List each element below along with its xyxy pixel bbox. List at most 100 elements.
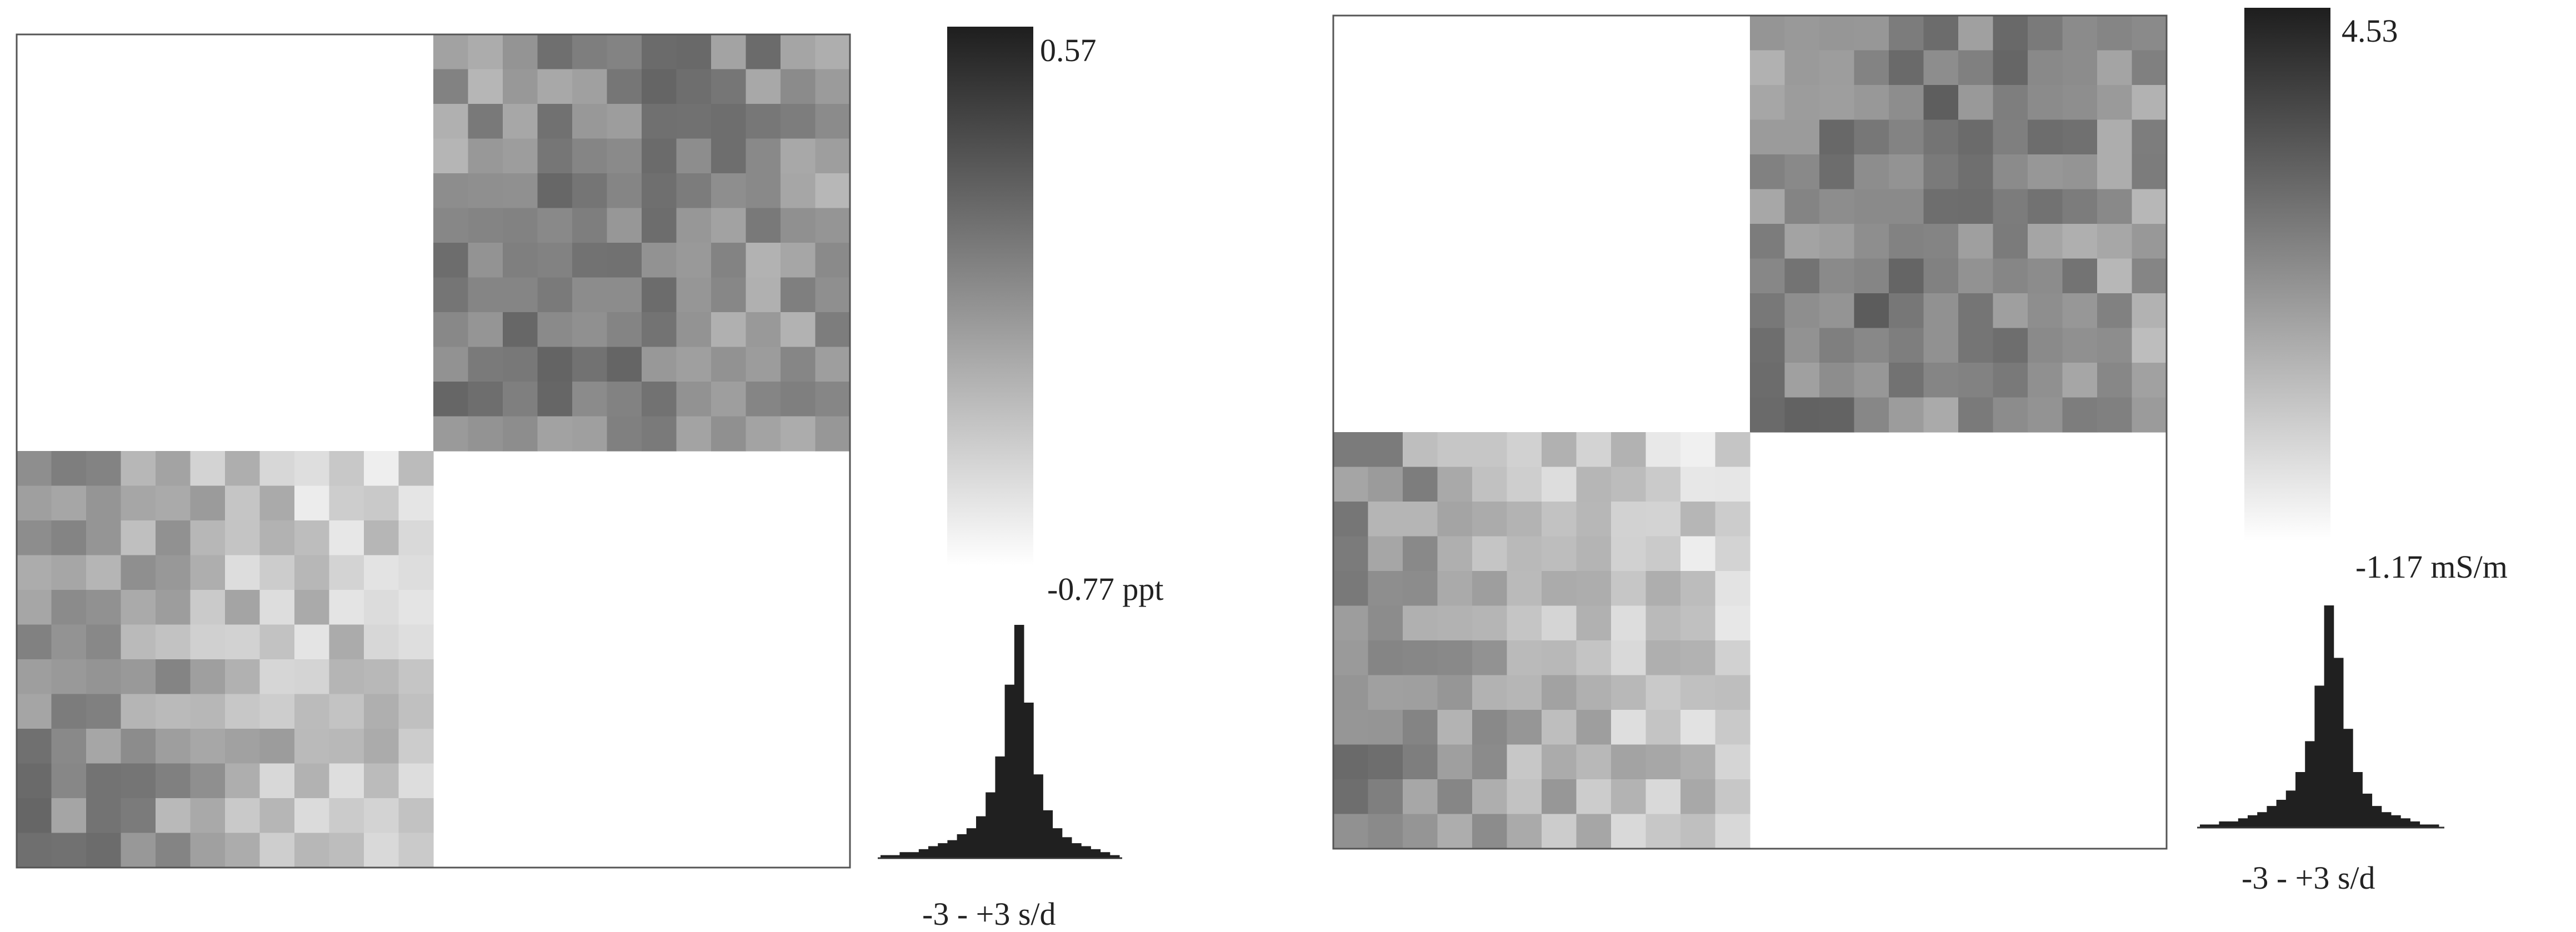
heatmap-cell — [433, 208, 469, 243]
heatmap-cell — [1993, 258, 2028, 294]
heatmap-cell — [294, 485, 330, 521]
heatmap-cell — [329, 729, 364, 764]
heatmap-cell — [86, 624, 122, 660]
heatmap-cell — [1889, 328, 1924, 363]
heatmap-cell — [1368, 571, 1403, 607]
heatmap-cell — [398, 485, 434, 521]
heatmap-cell — [1819, 328, 1855, 363]
heatmap-cell — [294, 520, 330, 556]
heatmap-cell — [121, 520, 156, 556]
heatmap-cell — [1611, 432, 1647, 468]
heatmap-cell — [329, 520, 364, 556]
heatmap-cell — [1576, 605, 1612, 641]
heatmap-cell — [815, 138, 851, 174]
heatmap-cell — [1472, 744, 1508, 780]
heatmap-cell — [1923, 363, 1959, 398]
colorbar — [947, 27, 1033, 565]
heatmap-cell — [433, 416, 469, 452]
heatmap-cell — [17, 833, 52, 868]
heatmap-cell — [2028, 363, 2063, 398]
heatmap-cell — [1854, 85, 1889, 121]
heatmap-cell — [1750, 363, 1785, 398]
heatmap-cell — [1403, 536, 1438, 572]
heatmap-cell — [676, 138, 712, 174]
heatmap-cell — [503, 104, 538, 139]
heatmap-cell — [607, 277, 642, 313]
heatmap-cell — [259, 590, 295, 625]
heatmap-cell — [642, 382, 677, 417]
histogram-bar — [2209, 824, 2219, 828]
heatmap-cell — [121, 763, 156, 799]
heatmap-cell — [1958, 397, 1994, 433]
histogram-bar — [2267, 806, 2277, 828]
heatmap-cell — [468, 34, 503, 70]
heatmap-cell — [711, 312, 747, 348]
heatmap-cell — [1542, 640, 1577, 676]
heatmap-cell — [815, 34, 851, 70]
heatmap-cell — [190, 763, 226, 799]
heatmap-cell — [259, 659, 295, 695]
heatmap-cell — [1680, 605, 1716, 641]
heatmap-cell — [1993, 50, 2028, 86]
heatmap-cell — [537, 243, 573, 278]
heatmap-cell — [2132, 258, 2167, 294]
heatmap-cell — [815, 173, 851, 209]
heatmap-cell — [1368, 640, 1403, 676]
histogram-bar — [2381, 812, 2392, 828]
heatmap-cell — [259, 763, 295, 799]
heatmap-cell — [2062, 50, 2098, 86]
heatmap-cell — [398, 520, 434, 556]
heatmap-cell — [17, 798, 52, 834]
heatmap-cell — [2097, 293, 2133, 329]
heatmap-cell — [433, 34, 469, 70]
histogram-bar — [2419, 824, 2430, 828]
heatmap-cell — [503, 208, 538, 243]
heatmap-cell — [1958, 50, 1994, 86]
heatmap-cell — [86, 763, 122, 799]
heatmap-cell — [1889, 85, 1924, 121]
heatmap-cell — [1472, 710, 1508, 745]
heatmap-cell — [537, 104, 573, 139]
heatmap-cell — [1611, 744, 1647, 780]
histogram-range-label: -3 - +3 s/d — [922, 896, 1056, 932]
heatmap-cell — [1576, 744, 1612, 780]
heatmap-cell — [1715, 502, 1750, 537]
heatmap-cell — [468, 138, 503, 174]
heatmap-cell — [433, 312, 469, 348]
heatmap-cell — [1750, 85, 1785, 121]
heatmap-cell — [2028, 119, 2063, 155]
heatmap-cell — [1611, 467, 1647, 502]
heatmap-cell — [607, 173, 642, 209]
histogram-bar — [918, 849, 929, 858]
heatmap-cell — [294, 451, 330, 487]
heatmap-cell — [781, 104, 816, 139]
heatmap-cell — [781, 69, 816, 104]
histogram-bar — [2285, 790, 2296, 828]
heatmap-cell — [1437, 536, 1473, 572]
heatmap-cell — [1507, 605, 1542, 641]
heatmap-cell — [1333, 432, 1369, 468]
heatmap-cell — [1576, 467, 1612, 502]
heatmap-cell — [676, 208, 712, 243]
heatmap-cell — [398, 763, 434, 799]
heatmap-cell — [1958, 85, 1994, 121]
heatmap-cell — [1611, 640, 1647, 676]
heatmap-cell — [2062, 258, 2098, 294]
heatmap-cell — [121, 833, 156, 868]
heatmap-cell — [815, 104, 851, 139]
heatmap-cell — [1784, 328, 1820, 363]
heatmap-cell — [711, 173, 747, 209]
heatmap-cell — [1472, 467, 1508, 502]
heatmap-cell — [86, 590, 122, 625]
heatmap-cell — [781, 208, 816, 243]
heatmap-cell — [121, 451, 156, 487]
heatmap-cell — [572, 69, 608, 104]
heatmap-cell — [2028, 293, 2063, 329]
heatmap-cell — [259, 555, 295, 590]
heatmap-cell — [1680, 710, 1716, 745]
heatmap-cell — [607, 138, 642, 174]
heatmap-cell — [1576, 502, 1612, 537]
heatmap-cell — [676, 312, 712, 348]
heatmap-cell — [2132, 293, 2167, 329]
heatmap-cell — [1611, 814, 1647, 849]
